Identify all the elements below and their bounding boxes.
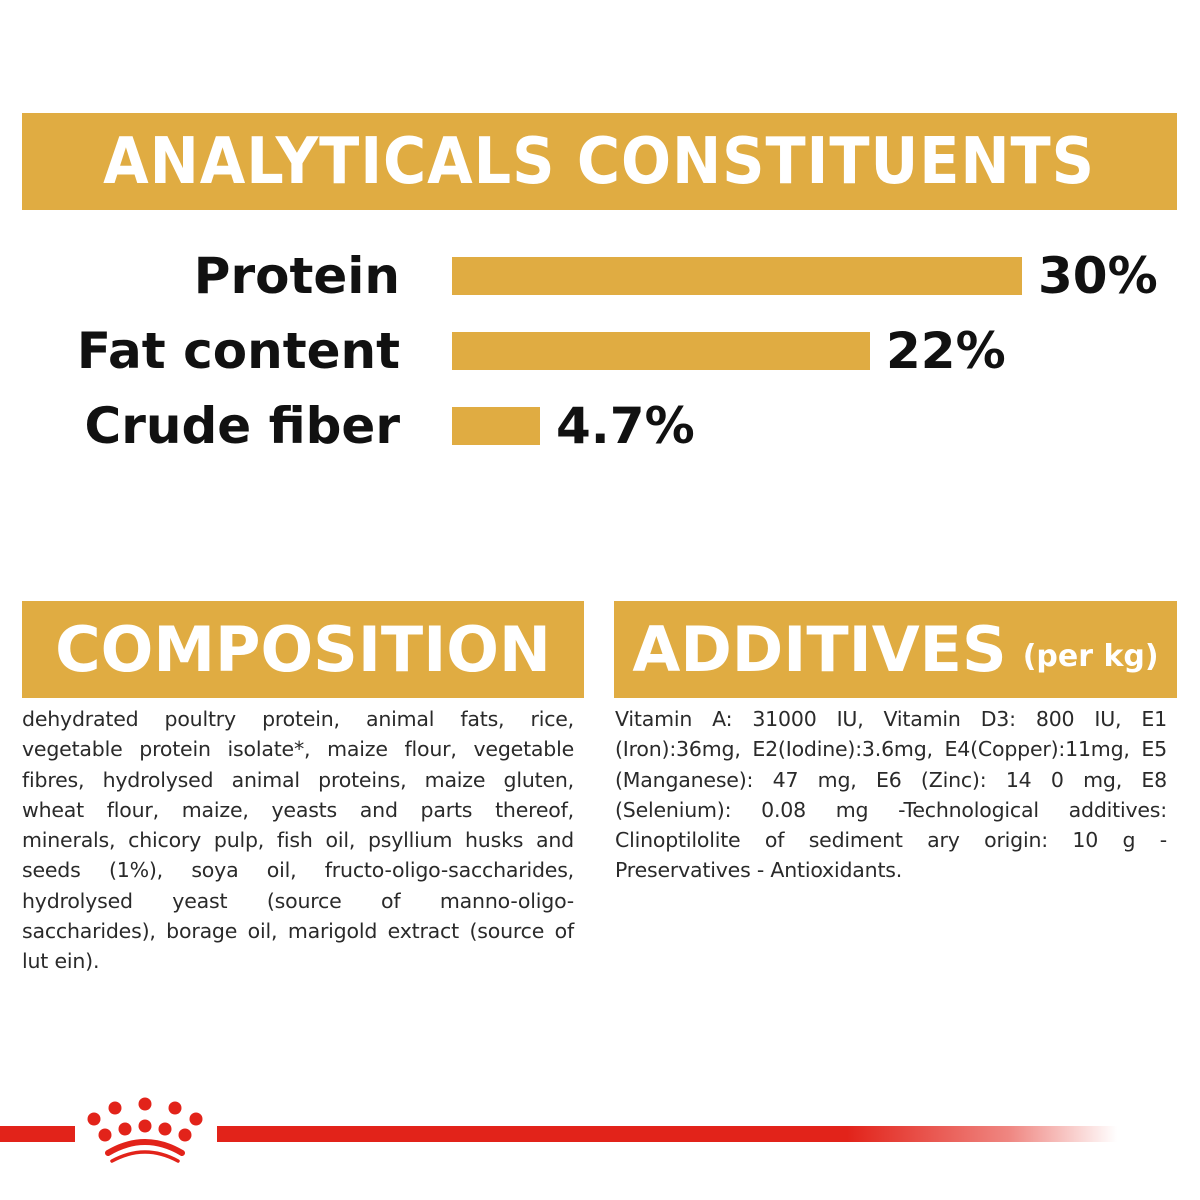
chart-label-crude-fiber: Crude fiber — [84, 397, 400, 455]
composition-title: COMPOSITION — [55, 613, 551, 686]
chart-bar-crude-fiber — [452, 407, 540, 445]
chart-row-crude-fiber: Crude fiber 4.7% — [0, 396, 1200, 456]
chart-value-fat-content: 22% — [886, 322, 1006, 380]
chart-value-crude-fiber: 4.7% — [556, 397, 695, 455]
chart-row-fat-content: Fat content 22% — [0, 321, 1200, 381]
analytical-constituents-header: ANALYTICALS CONSTITUENTS — [22, 113, 1177, 210]
chart-value-protein: 30% — [1038, 247, 1158, 305]
chart-label-fat-content: Fat content — [76, 322, 400, 380]
chart-label-protein: Protein — [193, 247, 400, 305]
additives-title: ADDITIVES — [632, 613, 1007, 686]
chart-row-protein: Protein 30% — [0, 246, 1200, 306]
additives-text: Vitamin A: 31000 IU, Vitamin D3: 800 IU,… — [615, 707, 1167, 883]
analytical-constituents-title: ANALYTICALS CONSTITUENTS — [103, 124, 1096, 199]
composition-text: dehydrated poultry protein, animal fats,… — [22, 707, 574, 974]
footer-red-line-right — [217, 1126, 1117, 1142]
additives-header: ADDITIVES (per kg) — [614, 601, 1177, 698]
crown-logo-icon — [87, 1097, 203, 1163]
footer-red-line-left — [0, 1126, 75, 1142]
composition-header: COMPOSITION — [22, 601, 584, 698]
chart-bar-protein — [452, 257, 1022, 295]
additives-subtitle: (per kg) — [1022, 639, 1159, 674]
chart-bar-fat-content — [452, 332, 870, 370]
